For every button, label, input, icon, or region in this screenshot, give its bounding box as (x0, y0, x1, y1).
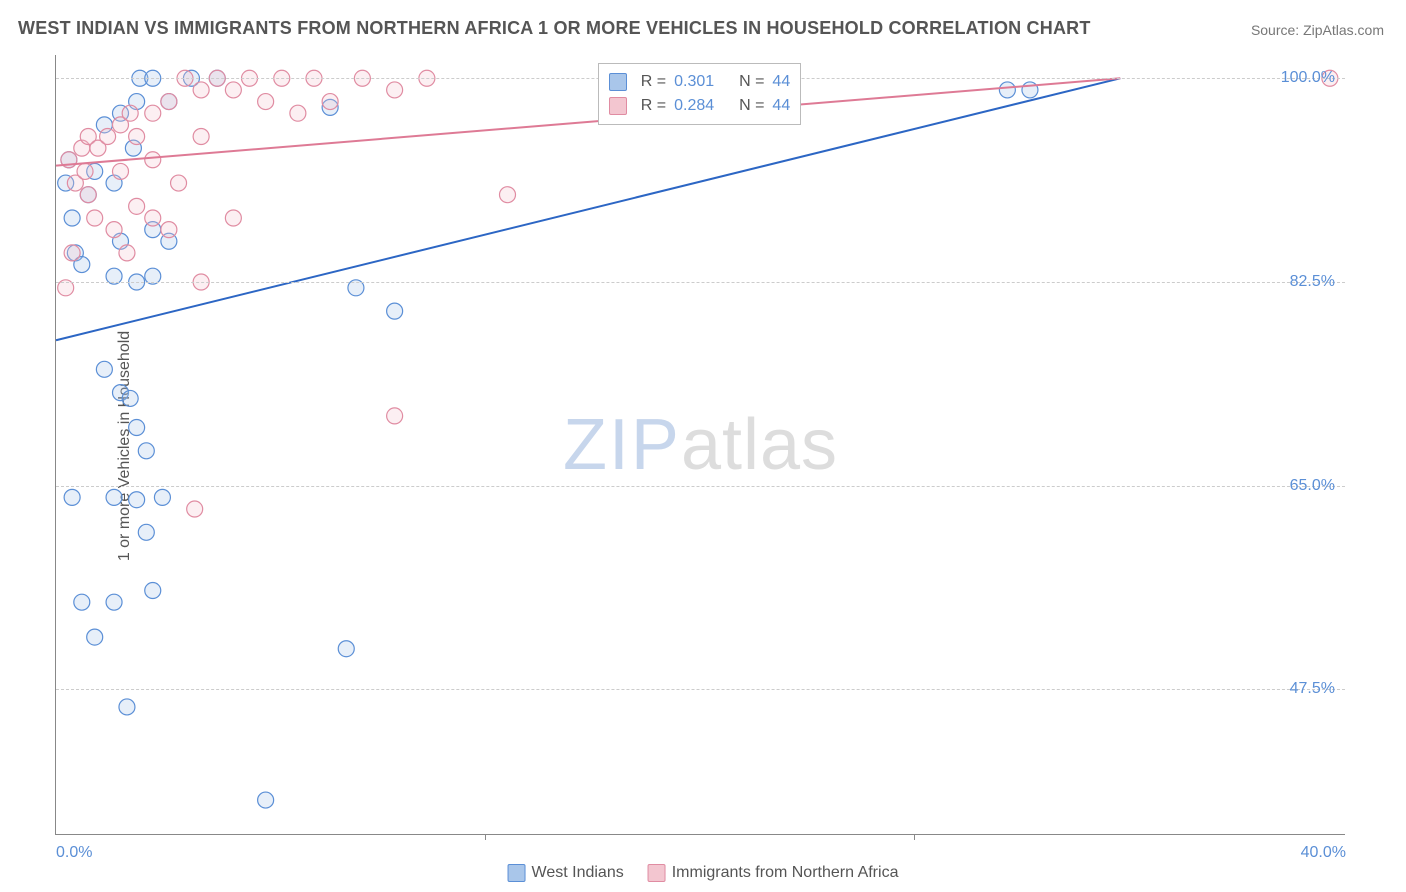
y-tick-label: 47.5% (1290, 680, 1335, 698)
legend-swatch (648, 864, 666, 882)
scatter-point (225, 82, 241, 98)
legend-bottom: West Indians Immigrants from Northern Afr… (508, 864, 899, 882)
scatter-point (338, 641, 354, 657)
scatter-point (171, 175, 187, 191)
scatter-point (119, 699, 135, 715)
scatter-point (64, 245, 80, 261)
gridline-h (56, 486, 1345, 487)
scatter-point (225, 210, 241, 226)
scatter-point (154, 489, 170, 505)
scatter-point (193, 128, 209, 144)
gridline-h (56, 689, 1345, 690)
scatter-point (113, 163, 129, 179)
y-tick-label: 100.0% (1281, 69, 1335, 87)
legend-item: Immigrants from Northern Africa (648, 864, 899, 882)
scatter-point (387, 303, 403, 319)
scatter-point (145, 210, 161, 226)
scatter-point (96, 361, 112, 377)
scatter-point (122, 390, 138, 406)
scatter-point (138, 524, 154, 540)
y-tick-label: 82.5% (1290, 273, 1335, 291)
scatter-point (187, 501, 203, 517)
scatter-point (500, 187, 516, 203)
n-value: 44 (772, 94, 790, 118)
scatter-point (80, 187, 96, 203)
scatter-point (122, 105, 138, 121)
legend-label: Immigrants from Northern Africa (672, 864, 899, 882)
scatter-point (145, 152, 161, 168)
n-label: N = (739, 94, 764, 118)
legend-swatch (508, 864, 526, 882)
r-value: 0.284 (674, 94, 714, 118)
legend-swatch (609, 97, 627, 115)
scatter-point (258, 94, 274, 110)
scatter-point (106, 222, 122, 238)
scatter-point (145, 105, 161, 121)
legend-item: West Indians (508, 864, 624, 882)
scatter-point (387, 82, 403, 98)
legend-stats-row: R = 0.284 N = 44 (609, 94, 790, 118)
n-value: 44 (772, 70, 790, 94)
r-label: R = (641, 70, 666, 94)
scatter-point (129, 198, 145, 214)
legend-stats-row: R = 0.301 N = 44 (609, 70, 790, 94)
gridline-h (56, 282, 1345, 283)
source-label: Source: ZipAtlas.com (1251, 22, 1384, 38)
scatter-point (129, 128, 145, 144)
chart-title: WEST INDIAN VS IMMIGRANTS FROM NORTHERN … (18, 18, 1091, 39)
scatter-point (100, 128, 116, 144)
scatter-point (258, 792, 274, 808)
scatter-point (119, 245, 135, 261)
scatter-point (87, 629, 103, 645)
scatter-point (64, 489, 80, 505)
scatter-point (161, 222, 177, 238)
regression-line (56, 78, 1120, 340)
x-tick-mark (485, 834, 486, 840)
scatter-svg (56, 55, 1345, 834)
scatter-point (161, 94, 177, 110)
scatter-point (193, 82, 209, 98)
n-label: N = (739, 70, 764, 94)
x-tick-label: 40.0% (1301, 844, 1346, 862)
scatter-point (387, 408, 403, 424)
x-tick-mark (914, 834, 915, 840)
plot-area: ZIPatlas 100.0%82.5%65.0%47.5%0.0%40.0%R… (55, 55, 1345, 835)
scatter-point (106, 594, 122, 610)
scatter-point (64, 210, 80, 226)
scatter-point (138, 443, 154, 459)
regression-line (56, 78, 1120, 165)
x-tick-label: 0.0% (56, 844, 92, 862)
scatter-point (129, 420, 145, 436)
r-value: 0.301 (674, 70, 714, 94)
scatter-point (77, 163, 93, 179)
legend-swatch (609, 73, 627, 91)
scatter-point (322, 94, 338, 110)
r-label: R = (641, 94, 666, 118)
scatter-point (87, 210, 103, 226)
scatter-point (290, 105, 306, 121)
scatter-point (129, 492, 145, 508)
scatter-point (145, 583, 161, 599)
scatter-point (74, 594, 90, 610)
scatter-point (999, 82, 1015, 98)
legend-label: West Indians (532, 864, 624, 882)
y-tick-label: 65.0% (1290, 477, 1335, 495)
legend-stats: R = 0.301 N = 44 R = 0.284 N = 44 (598, 63, 801, 125)
scatter-point (106, 489, 122, 505)
